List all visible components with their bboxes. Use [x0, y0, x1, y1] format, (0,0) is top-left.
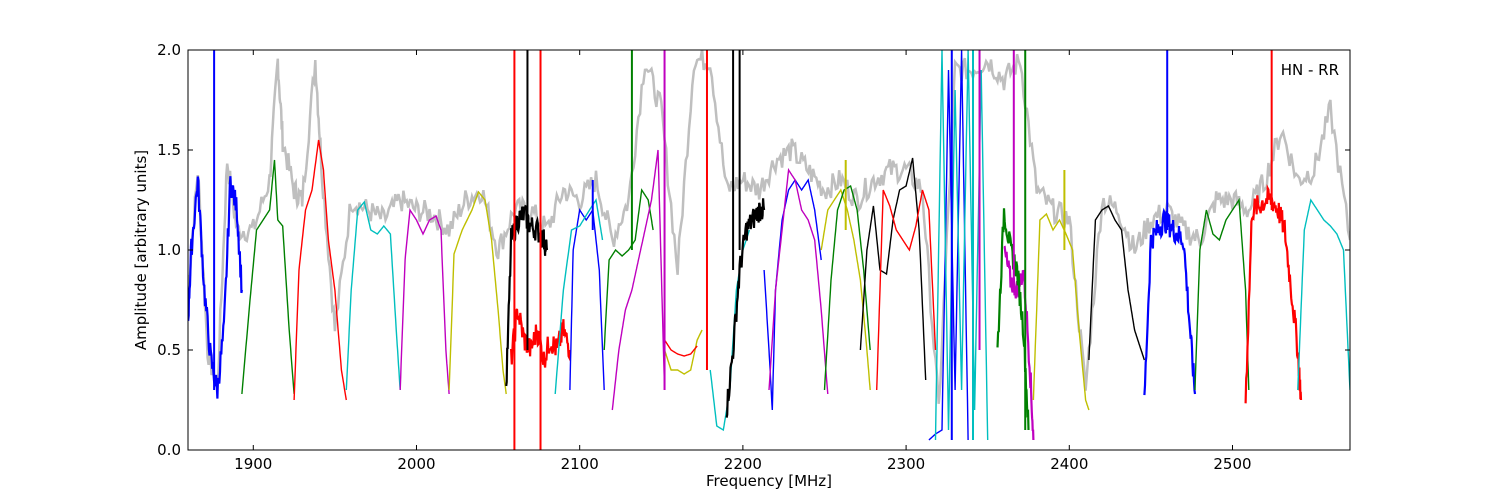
series-line-29 — [1194, 197, 1250, 391]
y-axis-ticks: 0.0 0.5 1.0 1.5 2.0 — [157, 41, 1350, 459]
gray-envelope-line — [188, 50, 1350, 404]
y-tick-label: 2.0 — [157, 41, 181, 59]
series-line-4 — [399, 207, 450, 395]
series-line-12 — [663, 329, 703, 375]
series-line-11 — [611, 149, 666, 411]
x-tick-label: 2300 — [887, 455, 925, 473]
gray-envelope-layer — [188, 50, 1350, 404]
spike-layer — [213, 50, 1273, 450]
series-line-19 — [823, 184, 871, 391]
x-tick-label: 2100 — [561, 455, 599, 473]
y-tick-label: 1.0 — [157, 241, 181, 259]
series-line-8 — [569, 207, 605, 391]
series-line-10 — [603, 188, 654, 351]
y-tick-label: 0.0 — [157, 441, 181, 459]
x-tick-label: 2500 — [1213, 455, 1251, 473]
series-line-1 — [241, 159, 295, 395]
series-line-16 — [763, 178, 822, 411]
series-line-26 — [1032, 212, 1090, 411]
series-line-3 — [345, 200, 401, 391]
series-line-18 — [820, 188, 871, 391]
x-tick-label: 2000 — [397, 455, 435, 473]
series-line-27 — [1088, 205, 1146, 361]
chart-annotation: HN - RR — [1281, 61, 1339, 79]
series-layer — [188, 50, 1350, 441]
x-axis-ticks: 1900 2000 2100 2200 2300 2400 2500 — [234, 50, 1252, 473]
x-axis-label: Frequency [MHz] — [706, 472, 832, 490]
series-line-2 — [293, 139, 347, 401]
series-line-15 — [725, 198, 766, 418]
y-tick-label: 0.5 — [157, 341, 181, 359]
series-line-24 — [1003, 245, 1035, 441]
x-tick-label: 1900 — [234, 455, 272, 473]
series-line-13 — [663, 339, 698, 357]
series-line-31 — [1297, 198, 1350, 391]
series-line-9 — [554, 198, 604, 395]
x-tick-label: 2400 — [1050, 455, 1088, 473]
y-axis-label: Amplitude [arbitrary units] — [132, 150, 150, 350]
y-tick-label: 1.5 — [157, 141, 181, 159]
x-tick-label: 2200 — [724, 455, 762, 473]
series-line-17 — [768, 167, 829, 395]
series-line-28 — [1143, 207, 1197, 396]
series-line-5 — [448, 190, 507, 395]
series-line-21 — [876, 189, 937, 391]
series-line-30 — [1244, 184, 1303, 404]
